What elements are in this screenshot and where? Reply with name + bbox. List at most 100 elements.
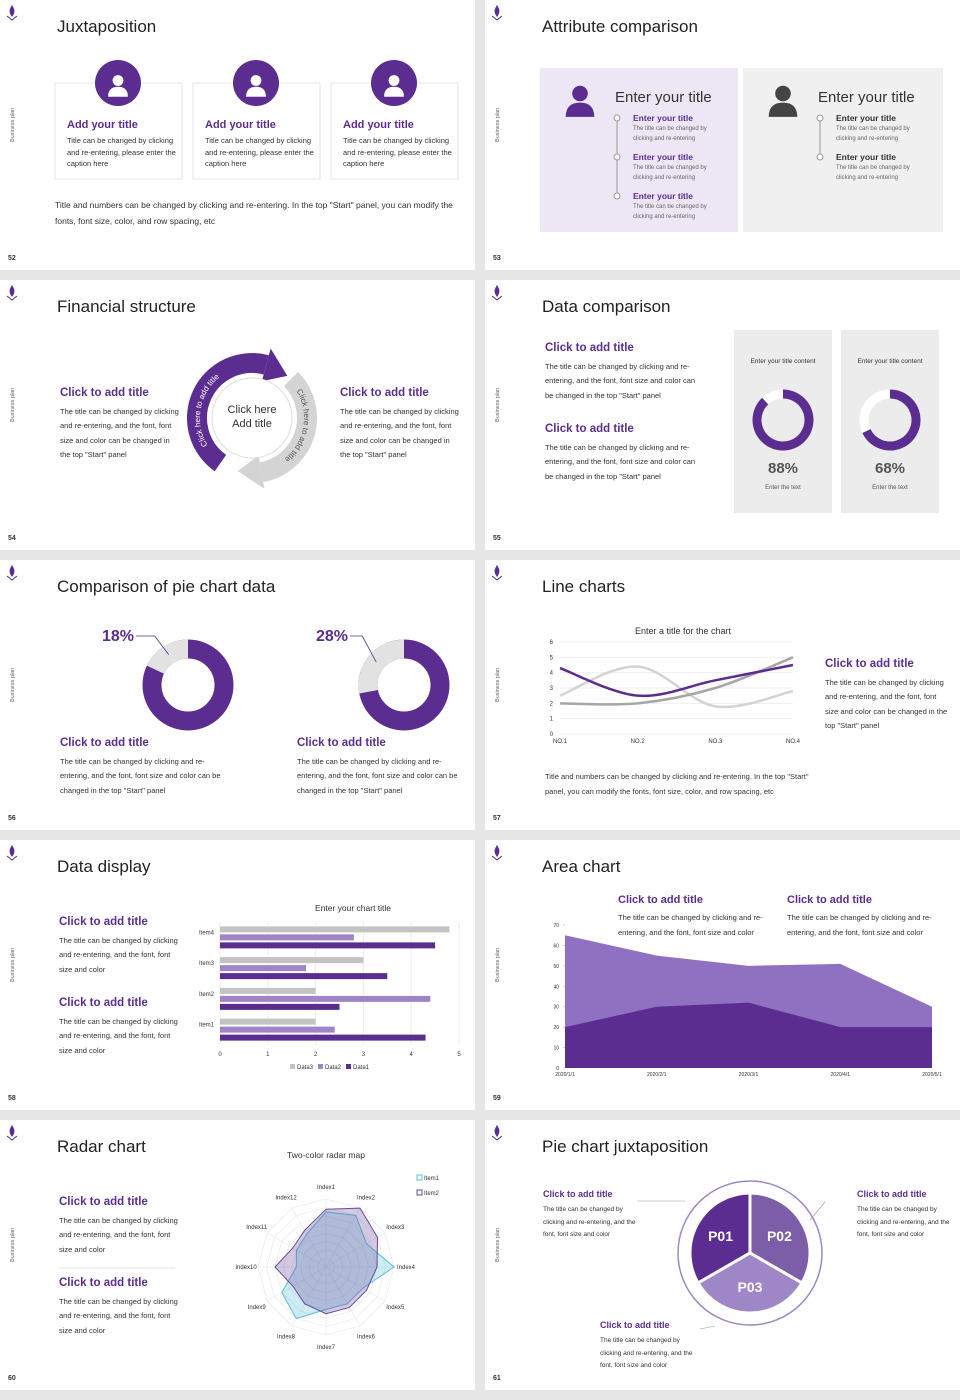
side-label: Business plan bbox=[495, 388, 501, 422]
block-text: The title can be changed by clicking and… bbox=[60, 756, 221, 795]
connector bbox=[699, 1325, 716, 1330]
legend-label: Item2 bbox=[424, 1191, 440, 1197]
y-tick-label: 6 bbox=[550, 640, 554, 646]
logo-base bbox=[6, 1135, 18, 1141]
y-tick-label: 30 bbox=[553, 1005, 559, 1011]
donut-arc bbox=[752, 389, 814, 451]
slide-number: 60 bbox=[8, 1375, 16, 1382]
block-title: Click to add title bbox=[618, 894, 703, 906]
axis-label: Index12 bbox=[275, 1196, 297, 1202]
item-text: The title can be changed by clicking and… bbox=[836, 126, 910, 142]
y-tick-label: 50 bbox=[553, 964, 559, 970]
y-tick-label: Item3 bbox=[199, 961, 215, 967]
radar-spoke bbox=[291, 1266, 327, 1327]
side-label: Business plan bbox=[10, 108, 16, 142]
block-text: The title can be changed by clicking and… bbox=[59, 1296, 178, 1335]
item-text: The title can be changed by clicking and… bbox=[633, 165, 707, 181]
logo-base bbox=[6, 15, 18, 21]
slide: Business plan Two-color radar map Index1 In… bbox=[0, 1120, 475, 1390]
y-tick-label: 1 bbox=[550, 717, 554, 723]
center-label: Click here bbox=[228, 404, 277, 416]
side-label: Business plan bbox=[10, 668, 16, 702]
item-title: Enter your title bbox=[633, 113, 693, 123]
x-tick-label: NO.1 bbox=[553, 739, 568, 745]
legend-label: Data1 bbox=[353, 1065, 370, 1071]
y-tick-label: 4 bbox=[550, 671, 554, 677]
slide-title: Data comparison bbox=[542, 297, 671, 316]
area-series bbox=[565, 1002, 932, 1068]
y-tick-label: 40 bbox=[553, 984, 559, 990]
radar-series bbox=[274, 1207, 379, 1315]
x-tick-label: 3 bbox=[362, 1052, 366, 1058]
panel-heading: Enter your title bbox=[818, 89, 915, 106]
icon-head bbox=[112, 75, 124, 86]
legend-swatch bbox=[416, 1189, 423, 1196]
radar-spoke bbox=[266, 1266, 327, 1302]
bar bbox=[220, 1026, 335, 1033]
item-text: The title can be changed by clicking and… bbox=[836, 165, 910, 181]
y-tick-label: 5 bbox=[550, 655, 554, 661]
logo-base bbox=[491, 575, 503, 581]
slide-number: 59 bbox=[493, 1095, 501, 1102]
side-label: Business plan bbox=[495, 108, 501, 142]
logo bbox=[9, 1125, 15, 1137]
item-text: The title can be changed by clicking and… bbox=[633, 126, 707, 142]
y-tick-label: 20 bbox=[553, 1025, 559, 1031]
slide-graphics: Business plan bbox=[6, 5, 459, 180]
line-series bbox=[559, 656, 794, 706]
cycle-arrowhead bbox=[237, 455, 265, 489]
chart-title: Enter a title for the chart bbox=[635, 626, 732, 636]
block-title: Click to add title bbox=[59, 1277, 148, 1289]
radar-series bbox=[281, 1211, 395, 1320]
y-tick-label: 0 bbox=[556, 1066, 559, 1072]
segment-label: P03 bbox=[738, 1279, 763, 1295]
line-series bbox=[559, 665, 794, 709]
axis-label: Index2 bbox=[357, 1196, 376, 1202]
block-title: Click to add title bbox=[825, 658, 914, 670]
slide-graphics: Business plan bbox=[6, 565, 450, 731]
outer-ring bbox=[677, 1180, 823, 1326]
logo bbox=[494, 565, 500, 577]
slide-title: Attribute comparison bbox=[542, 17, 698, 36]
legend-swatch bbox=[290, 1064, 295, 1069]
block-text: The title can be changed by clicking and… bbox=[340, 406, 459, 460]
block-title: Click to add title bbox=[545, 423, 634, 435]
timeline-dot bbox=[613, 114, 621, 122]
block-text: The title can be changed by clicking and… bbox=[543, 1206, 636, 1238]
card-heading: Enter your title content bbox=[750, 358, 816, 365]
block-text: The title can be changed by clicking and… bbox=[545, 442, 696, 481]
slide: Business plan Enter your chart title 0 1 2 3 4… bbox=[0, 840, 475, 1110]
slide: Business plan 52 Juxtaposition Add your tit… bbox=[0, 0, 475, 270]
side-label: Business plan bbox=[495, 1228, 501, 1262]
logo bbox=[9, 845, 15, 857]
slide-title: Radar chart bbox=[57, 1137, 146, 1156]
block-text: The title can be changed by clicking and… bbox=[825, 677, 948, 731]
logo bbox=[9, 285, 15, 297]
cycle-arc bbox=[259, 372, 317, 483]
x-tick-label: 2020/2/1 bbox=[647, 1072, 667, 1078]
item-title: Enter your title bbox=[633, 191, 693, 201]
line-series bbox=[559, 663, 794, 698]
slide-graphics: Business plan Enter a title for the chart… bbox=[491, 565, 801, 745]
icon-head bbox=[572, 85, 588, 102]
segment-label: P01 bbox=[708, 1228, 733, 1244]
side-label: Business plan bbox=[10, 948, 16, 982]
slide-title: Financial structure bbox=[57, 297, 196, 316]
x-tick-label: 2 bbox=[314, 1052, 318, 1058]
cycle-center bbox=[211, 377, 293, 459]
x-tick-label: 4 bbox=[410, 1052, 414, 1058]
cycle-arc bbox=[187, 353, 269, 472]
block-title: Click to add title bbox=[59, 1196, 148, 1208]
block-title: Click to add title bbox=[60, 387, 149, 399]
legend-label: Data3 bbox=[297, 1065, 314, 1071]
slide: Business plan 56 Comparison of pie chart d… bbox=[0, 560, 475, 830]
icon-body bbox=[565, 102, 595, 117]
block-text: The title can be changed by clicking and… bbox=[59, 935, 178, 974]
block-title: Click to add title bbox=[59, 916, 148, 928]
connector bbox=[809, 1201, 826, 1221]
block-title: Click to add title bbox=[543, 1189, 613, 1199]
chart-title: Two-color radar map bbox=[287, 1150, 365, 1160]
caption: Title and numbers can be changed by clic… bbox=[55, 200, 453, 226]
card-text: Title can be changed by clicking and re-… bbox=[343, 136, 452, 168]
